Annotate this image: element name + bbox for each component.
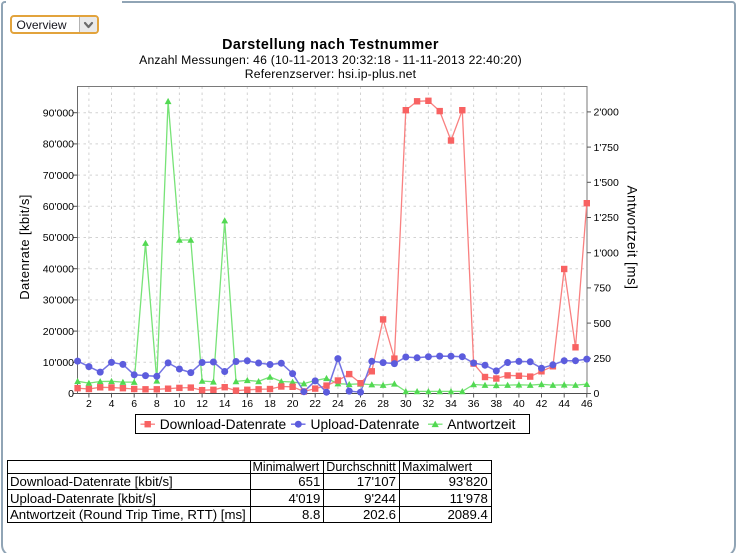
svg-text:44: 44 [558,398,570,410]
svg-text:42: 42 [536,398,548,410]
svg-text:90'000: 90'000 [43,107,74,119]
svg-text:26: 26 [355,398,367,410]
svg-text:34: 34 [445,398,457,410]
svg-text:38: 38 [490,398,502,410]
svg-text:8: 8 [154,398,160,410]
svg-text:30: 30 [400,398,412,410]
svg-text:18: 18 [264,398,276,410]
svg-text:22: 22 [309,398,321,410]
svg-text:70'000: 70'000 [43,170,74,182]
svg-text:40: 40 [513,398,525,410]
svg-text:20'000: 20'000 [43,326,74,338]
svg-text:Antwortzeit: Antwortzeit [447,417,515,432]
svg-text:10'000: 10'000 [43,357,74,369]
svg-text:40'000: 40'000 [43,263,74,275]
svg-text:80'000: 80'000 [43,139,74,151]
svg-text:24: 24 [332,398,344,410]
svg-text:1'250: 1'250 [594,212,620,224]
svg-text:60'000: 60'000 [43,201,74,213]
svg-text:14: 14 [219,398,231,410]
svg-text:16: 16 [241,398,253,410]
svg-text:500: 500 [594,318,612,330]
svg-text:10: 10 [174,398,186,410]
svg-text:0: 0 [68,388,74,400]
svg-text:6: 6 [131,398,137,410]
svg-text:30'000: 30'000 [43,295,74,307]
svg-text:20: 20 [287,398,299,410]
svg-text:250: 250 [594,353,612,365]
svg-text:12: 12 [196,398,208,410]
svg-text:2: 2 [86,398,92,410]
svg-text:36: 36 [468,398,480,410]
svg-text:2'000: 2'000 [594,107,620,119]
svg-text:750: 750 [594,283,612,295]
svg-text:Download-Datenrate: Download-Datenrate [160,417,287,432]
svg-text:32: 32 [423,398,435,410]
svg-text:46: 46 [581,398,593,410]
svg-text:0: 0 [594,388,600,400]
svg-text:Datenrate [kbit/s]: Datenrate [kbit/s] [17,194,32,299]
svg-text:1'750: 1'750 [594,142,620,154]
svg-text:1'500: 1'500 [594,177,620,189]
svg-text:50'000: 50'000 [43,232,74,244]
svg-text:Upload-Datenrate: Upload-Datenrate [311,417,420,432]
svg-text:4: 4 [109,398,115,410]
svg-text:1'000: 1'000 [594,247,620,259]
svg-text:Antwortzeit [ms]: Antwortzeit [ms] [625,185,640,289]
svg-text:28: 28 [377,398,389,410]
